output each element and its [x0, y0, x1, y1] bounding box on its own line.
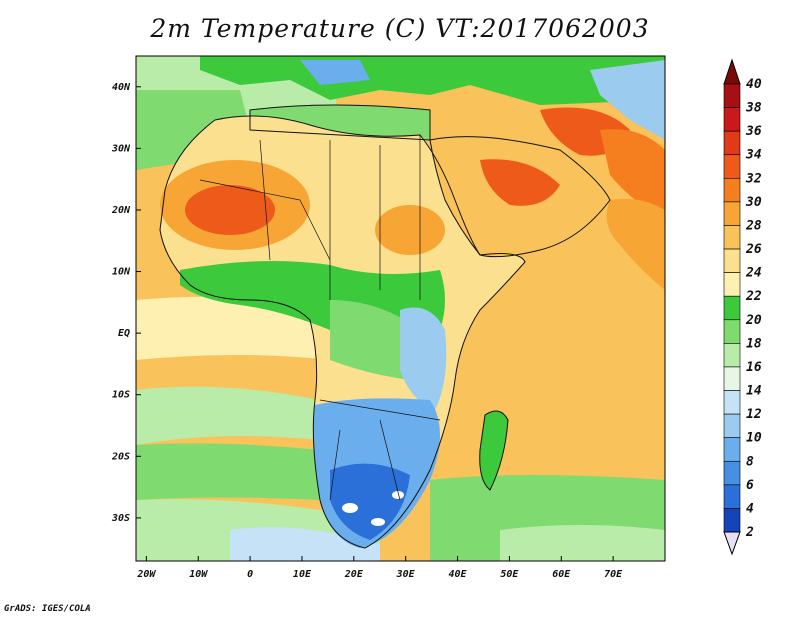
colorbar-level-label: 20	[745, 313, 762, 328]
south-africa-cold-core	[330, 463, 410, 540]
colorbar-level-label: 36	[745, 124, 762, 139]
longitude-axis: 20W 10W 0 10E 20E 30E 40E 50E 60E 70E	[136, 556, 623, 580]
south-indian-cold-band	[500, 525, 665, 561]
colorbar-swatch	[723, 130, 741, 156]
colorbar-swatch	[723, 319, 741, 344]
lat-tick-label: 10N	[112, 267, 131, 278]
south-atlantic-green-band	[136, 386, 320, 445]
lon-tick-label: 40E	[449, 569, 468, 580]
colorbar-swatch	[723, 437, 741, 462]
lat-tick-label: 40N	[112, 82, 131, 93]
colorbar-level-label: 22	[745, 289, 762, 304]
plot-frame	[135, 55, 666, 562]
lat-tick-label: EQ	[118, 328, 130, 339]
africa-coastline	[159, 115, 526, 549]
colorbar-level-label: 14	[746, 384, 762, 399]
drakensberg-cold-spot	[392, 491, 404, 499]
colorbar-swatch	[723, 107, 741, 132]
colorbar-swatch	[723, 508, 741, 533]
colorbar-swatch	[723, 154, 741, 179]
lon-tick-label: 10W	[189, 569, 208, 580]
lon-tick-label: 10E	[293, 569, 312, 580]
colorbar-top-arrow	[723, 58, 741, 85]
colorbar-level-label: 24	[745, 266, 762, 281]
colorbar-swatch	[723, 225, 741, 250]
colorbar-swatch	[723, 366, 741, 391]
colorbar-level-label: 16	[746, 360, 762, 375]
colorbar-level-label: 38	[745, 101, 762, 116]
arabia-coastline	[429, 136, 611, 258]
colorbar-swatch	[723, 178, 741, 203]
lat-tick-label: 20N	[111, 205, 131, 216]
colorbar-level-label: 28	[745, 218, 762, 233]
colorbar-level-label: 4	[746, 501, 754, 516]
madagascar	[479, 411, 508, 490]
colorbar-level-label: 6	[746, 478, 754, 493]
lon-tick-label: 0	[247, 569, 253, 580]
colorbar-level-label: 8	[746, 454, 754, 469]
colorbar-level-label: 26	[745, 242, 762, 257]
colorbar-level-label: 12	[746, 407, 762, 422]
india-land	[606, 198, 665, 290]
lon-tick-label: 60E	[552, 569, 571, 580]
colorbar-swatch	[723, 295, 741, 321]
grads-credit: GrADS: IGES/COLA	[4, 604, 91, 614]
atlantic-green-zone	[136, 90, 250, 170]
lat-tick-label: 30N	[111, 143, 131, 154]
colorbar-level-label: 18	[746, 336, 762, 351]
country-borders	[199, 135, 441, 501]
colorbar-level-label: 34	[745, 148, 762, 163]
lat-tick-label: 10S	[112, 390, 130, 401]
lon-tick-label: 30E	[396, 569, 416, 580]
colorbar-swatch	[723, 248, 741, 273]
colorbar-swatch	[723, 343, 741, 368]
colorbar-swatch	[723, 201, 741, 226]
arabia-hot-core	[480, 159, 560, 206]
colorbar-level-label: 10	[746, 431, 762, 446]
colorbar-bottom-arrow	[723, 531, 741, 556]
himalaya-cold-zone	[590, 60, 665, 140]
lon-tick-label: 70E	[604, 569, 623, 580]
alps-cold-zone	[300, 60, 370, 85]
colorbar-swatch	[723, 83, 741, 108]
colorbar-level-label: 40	[746, 77, 762, 92]
mali-hot-core	[185, 185, 275, 235]
mediterranean-coastline	[249, 104, 431, 141]
colorbar-level-label: 30	[745, 195, 762, 210]
colorbar-level-label: 32	[745, 171, 762, 186]
colorbar-swatch	[723, 390, 741, 415]
pakistan-hot-zone	[600, 129, 665, 220]
lesotho-cold-spot-b	[371, 518, 385, 526]
map-title: 2m Temperature (C) VT:2017062003	[150, 14, 650, 43]
colorbar-swatch	[723, 272, 741, 297]
lon-tick-label: 50E	[500, 569, 519, 580]
map-plot-area	[136, 56, 665, 561]
lat-tick-label: 20S	[111, 451, 130, 462]
lon-tick-label: 20E	[344, 569, 364, 580]
colorbar-swatch	[723, 413, 741, 438]
colorbar: 40 38 36 34 32 30 28 26 24 22 20 18 16 14 12 10 8 6 4 2	[723, 58, 762, 556]
east-african-highlands	[400, 307, 447, 410]
sudan-hot-zone	[375, 205, 445, 255]
lon-tick-label: 20W	[136, 569, 156, 580]
latitude-axis: 40N 30N 20N 10N EQ 10S 20S 30S	[111, 82, 141, 524]
lesotho-cold-spot-a	[342, 503, 358, 513]
madagascar-coastline	[479, 410, 509, 491]
south-atlantic-band-2	[136, 443, 320, 500]
colorbar-swatch	[723, 460, 741, 486]
colorbar-level-label: 2	[745, 525, 754, 540]
colorbar-swatch	[723, 484, 741, 509]
lat-tick-label: 30S	[111, 513, 130, 524]
